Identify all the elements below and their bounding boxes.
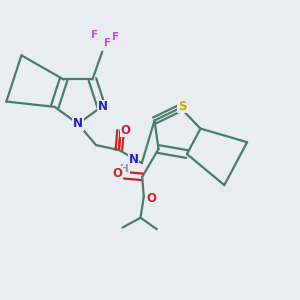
Text: O: O	[146, 192, 156, 205]
Text: O: O	[121, 124, 130, 137]
Text: N: N	[73, 117, 83, 130]
Text: N: N	[129, 153, 139, 166]
Text: N: N	[98, 100, 108, 113]
Text: F: F	[112, 32, 119, 42]
Text: H: H	[120, 164, 129, 174]
Text: O: O	[112, 167, 122, 180]
Text: F: F	[91, 30, 98, 40]
Text: F: F	[103, 38, 111, 49]
Text: S: S	[178, 100, 186, 113]
